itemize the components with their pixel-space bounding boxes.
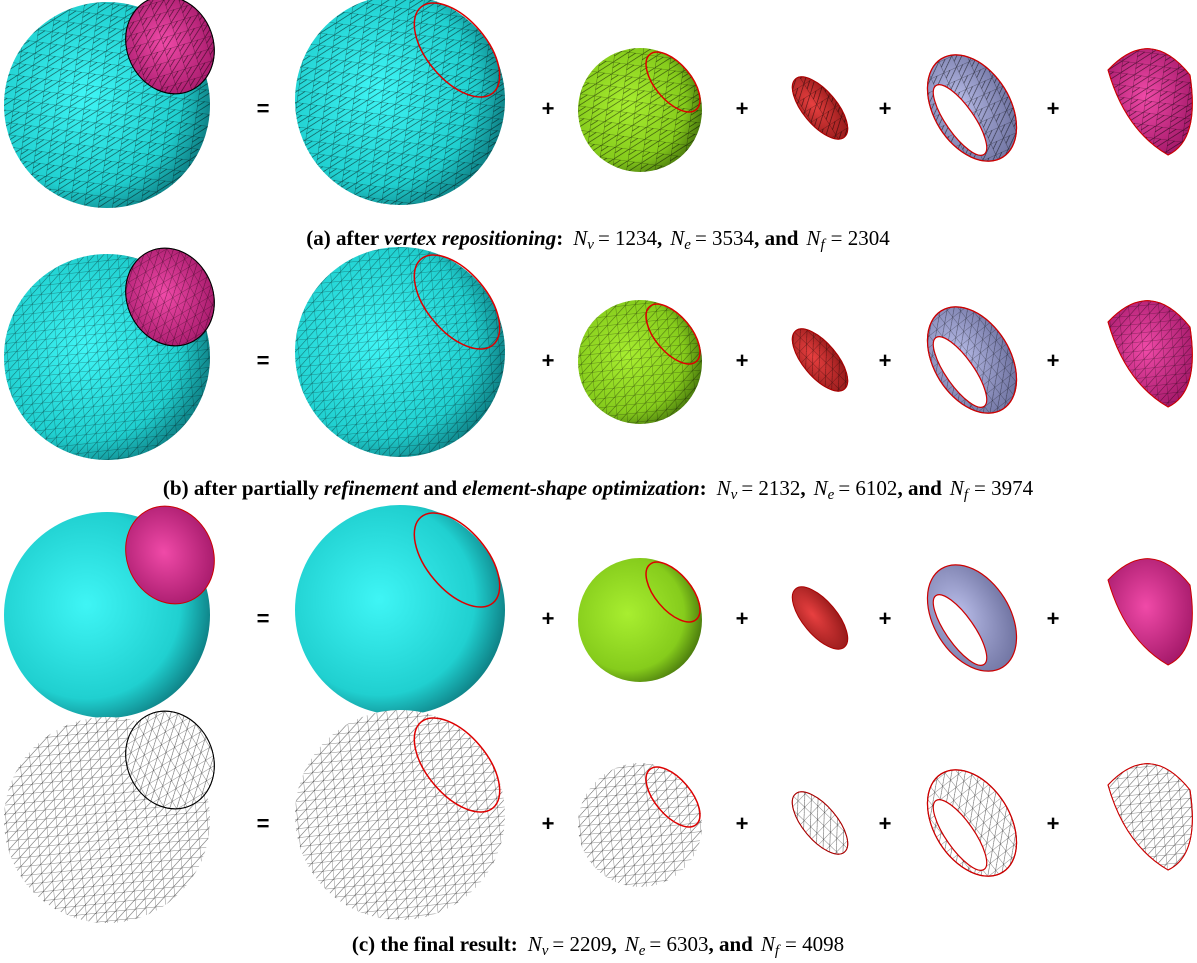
operator: + — [1047, 606, 1060, 631]
sphere — [295, 505, 505, 715]
operator: + — [736, 96, 749, 121]
lens-mesh — [783, 320, 858, 400]
mesh-row — [4, 0, 1192, 208]
operator: + — [542, 811, 555, 836]
operator: + — [879, 606, 892, 631]
caption-c: (c) the final result:Nv= 2209,Ne= 6303, … — [352, 932, 844, 959]
sphere-mesh — [295, 0, 505, 205]
lens-mesh — [783, 783, 858, 863]
operator: + — [736, 811, 749, 836]
operator: + — [736, 606, 749, 631]
operator: + — [1047, 348, 1060, 373]
band — [909, 549, 1035, 688]
operator: + — [542, 606, 555, 631]
operator: + — [1047, 96, 1060, 121]
cap-mesh — [1108, 301, 1192, 407]
mesh-row — [4, 492, 1192, 718]
operator: + — [542, 348, 555, 373]
operator: + — [542, 96, 555, 121]
band-mesh — [909, 39, 1035, 178]
operator: = — [257, 348, 270, 373]
mesh-illustrations — [4, 0, 1192, 923]
operator: + — [736, 348, 749, 373]
operator: = — [257, 96, 270, 121]
cap-mesh — [1108, 49, 1192, 155]
operator: = — [257, 811, 270, 836]
operator: + — [1047, 811, 1060, 836]
lens — [783, 578, 858, 658]
band-mesh — [909, 291, 1035, 430]
cap-mesh — [1108, 764, 1192, 870]
mesh-row — [4, 234, 1192, 460]
operator: + — [879, 811, 892, 836]
mesh-row — [4, 697, 1192, 923]
lens-mesh — [783, 68, 858, 148]
sphere-mesh — [295, 247, 505, 457]
operator: = — [257, 606, 270, 631]
operator: + — [879, 348, 892, 373]
figure: (a) aftervertex repositioning:Nv= 1234,N… — [0, 0, 1197, 963]
operator: + — [879, 96, 892, 121]
band-mesh — [909, 754, 1035, 893]
cap — [1108, 559, 1192, 665]
sphere-mesh — [295, 710, 505, 920]
